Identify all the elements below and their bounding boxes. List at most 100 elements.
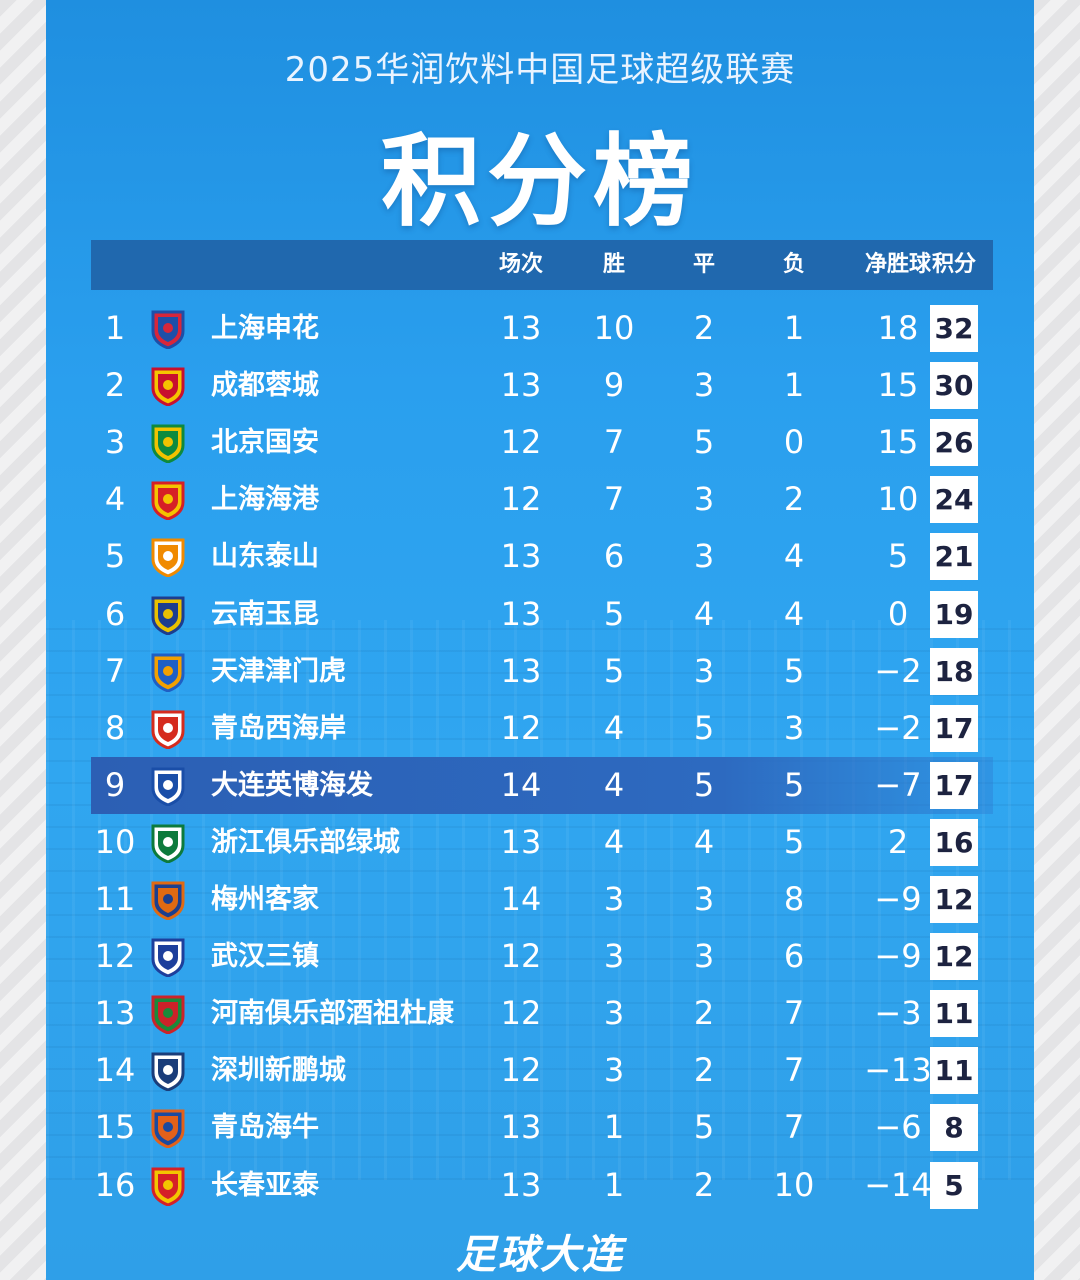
table-row: 13 河南俱乐部酒祖杜康 12 3 2 7 −3 11 — [91, 985, 993, 1042]
lost-cell: 5 — [783, 651, 805, 690]
played-cell: 13 — [500, 537, 542, 576]
drawn-cell: 3 — [693, 480, 715, 519]
played-cell: 12 — [500, 423, 542, 462]
played-cell: 12 — [500, 480, 542, 519]
page-title: 积分榜 — [381, 123, 699, 240]
played-cell: 13 — [500, 309, 542, 347]
rank-cell: 3 — [104, 423, 126, 462]
goal-difference-cell: −9 — [874, 937, 922, 976]
played-cell: 12 — [500, 994, 542, 1033]
lost-cell: 4 — [783, 594, 805, 633]
team-name: 青岛海牛 — [211, 1112, 319, 1144]
goal-difference-cell: 10 — [877, 480, 919, 519]
goal-difference-cell: −2 — [874, 651, 922, 690]
points-badge: 24 — [930, 476, 978, 524]
table-row: 15 青岛海牛 13 1 5 7 −6 8 — [91, 1099, 993, 1156]
points-badge: 11 — [930, 990, 978, 1038]
drawn-cell: 5 — [693, 1108, 715, 1147]
table-row: 8 青岛西海岸 12 4 5 3 −2 17 — [91, 700, 993, 757]
rank-cell: 8 — [104, 708, 126, 747]
shanghai-shenhua-logo-icon — [151, 310, 185, 349]
table-row: 16 长春亚泰 13 1 2 10 −14 5 — [91, 1157, 993, 1214]
rank-cell: 6 — [104, 594, 126, 633]
beijing-guoan-logo-icon — [151, 424, 185, 464]
played-cell: 14 — [500, 765, 542, 804]
won-cell: 3 — [603, 1051, 625, 1090]
played-cell: 13 — [500, 366, 542, 405]
rank-cell: 5 — [104, 537, 126, 576]
team-name: 梅州客家 — [211, 884, 319, 915]
lost-cell: 5 — [783, 822, 805, 861]
won-cell: 7 — [603, 480, 625, 519]
won-cell: 5 — [603, 594, 625, 633]
points-badge: 11 — [930, 1047, 978, 1095]
points-badge: 12 — [930, 933, 978, 981]
rank-cell: 1 — [104, 309, 126, 347]
drawn-cell: 4 — [693, 594, 715, 633]
won-cell: 4 — [603, 765, 625, 804]
qingdao-hainiu-logo-icon — [151, 1109, 185, 1149]
goal-difference-cell: −13 — [864, 1051, 932, 1090]
drawn-cell: 3 — [693, 537, 715, 576]
played-cell: 12 — [500, 708, 542, 747]
drawn-cell: 3 — [693, 937, 715, 976]
points-badge: 17 — [930, 704, 978, 752]
goal-difference-cell: 0 — [887, 594, 909, 633]
table-row: 2 成都蓉城 13 9 3 1 15 30 — [91, 357, 993, 414]
goal-difference-cell: −2 — [874, 708, 922, 747]
team-name: 天津津门虎 — [211, 655, 346, 687]
rank-cell: 12 — [94, 937, 136, 976]
lost-cell: 2 — [783, 480, 805, 519]
table-row: 1 上海申花 13 10 2 1 18 32 — [91, 300, 993, 357]
team-name: 长春亚泰 — [211, 1169, 319, 1201]
won-cell: 6 — [603, 537, 625, 576]
rank-cell: 9 — [104, 765, 126, 804]
column-header-drawn: 平 — [692, 252, 715, 277]
column-header-goal-difference: 净胜球 — [864, 252, 931, 277]
team-name: 上海申花 — [211, 313, 319, 344]
goal-difference-cell: 18 — [877, 309, 919, 347]
points-badge: 21 — [930, 533, 978, 581]
goal-difference-cell: 15 — [877, 366, 919, 405]
table-row: 10 浙江俱乐部绿城 13 4 4 5 2 16 — [91, 814, 993, 871]
won-cell: 3 — [603, 994, 625, 1033]
points-badge: 30 — [930, 362, 978, 410]
points-badge: 19 — [930, 590, 978, 638]
lost-cell: 1 — [783, 366, 805, 405]
henan-logo-icon — [151, 995, 185, 1035]
shenzhen-peng-city-logo-icon — [151, 1052, 185, 1092]
column-header-played: 场次 — [498, 252, 543, 277]
won-cell: 3 — [603, 880, 625, 918]
drawn-cell: 3 — [693, 880, 715, 918]
lost-cell: 7 — [783, 994, 805, 1033]
lost-cell: 1 — [783, 309, 805, 347]
won-cell: 1 — [603, 1165, 625, 1204]
team-name: 云南玉昆 — [211, 598, 319, 630]
played-cell: 13 — [500, 1108, 542, 1147]
played-cell: 13 — [500, 594, 542, 633]
qingdao-west-coast-logo-icon — [151, 710, 185, 749]
column-header-points: 积分 — [931, 252, 976, 277]
played-cell: 12 — [500, 1051, 542, 1090]
played-cell: 13 — [500, 822, 542, 861]
changchun-yatai-logo-icon — [151, 1167, 185, 1206]
right-decorative-border — [1034, 0, 1080, 1280]
won-cell: 4 — [603, 822, 625, 861]
rank-cell: 16 — [94, 1165, 136, 1204]
points-badge: 16 — [930, 818, 978, 866]
rank-cell: 11 — [94, 880, 136, 918]
shanghai-port-logo-icon — [151, 481, 185, 521]
team-name: 上海海港 — [211, 484, 319, 516]
table-header: 场次 胜 平 负 净胜球 积分 — [91, 240, 993, 290]
rank-cell: 2 — [104, 366, 126, 405]
drawn-cell: 3 — [693, 366, 715, 405]
won-cell: 3 — [603, 937, 625, 976]
table-row: 4 上海海港 12 7 3 2 10 24 — [91, 471, 993, 528]
footer-brand: 足球大连 — [456, 1232, 624, 1278]
team-name: 山东泰山 — [211, 541, 319, 573]
drawn-cell: 3 — [693, 651, 715, 690]
drawn-cell: 2 — [693, 309, 715, 347]
lost-cell: 3 — [783, 708, 805, 747]
team-name: 武汉三镇 — [211, 941, 319, 973]
team-name: 浙江俱乐部绿城 — [211, 826, 400, 858]
